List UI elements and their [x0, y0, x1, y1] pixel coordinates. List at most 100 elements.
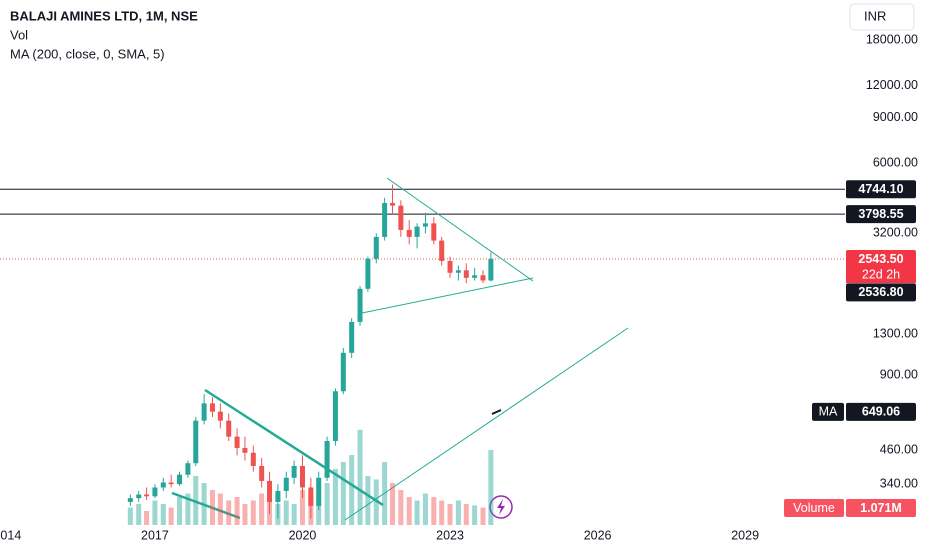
level-label-box: [846, 283, 916, 302]
y-tick-label: 340.00: [880, 476, 918, 490]
volume-last-label: 1.071M: [860, 501, 902, 515]
volume-bar: [127, 507, 133, 525]
candle-body: [127, 498, 133, 502]
volume-bar: [447, 504, 453, 525]
y-tick-label: 9000.00: [873, 110, 918, 124]
volume-bar: [234, 497, 240, 525]
volume-name-box: [784, 499, 844, 517]
candle-body: [455, 270, 461, 273]
last-price-label-box: [846, 250, 916, 269]
x-tick-label: 2026: [584, 528, 612, 542]
candle-body: [217, 411, 223, 421]
volume-bar: [422, 493, 428, 525]
y-tick-label: 12000.00: [866, 78, 918, 92]
y-tick-label: 3200.00: [873, 226, 918, 240]
candle-body: [185, 463, 191, 475]
currency-button[interactable]: [849, 3, 915, 31]
volume-bar: [217, 493, 223, 525]
candle-body: [332, 391, 338, 442]
volume-bar: [136, 504, 142, 525]
candle-body: [177, 474, 183, 485]
y-tick-label: 900.00: [880, 368, 918, 382]
candle-body: [398, 205, 404, 230]
volume-bar: [398, 490, 404, 525]
countdown: 22d 2h: [862, 267, 900, 281]
candle-body: [160, 482, 166, 488]
candle-body: [250, 452, 256, 466]
volume-bar: [193, 476, 199, 525]
candle-body: [267, 480, 273, 502]
volume-bar: [488, 450, 494, 525]
candle-body: [299, 465, 305, 488]
level-label: 2536.80: [858, 285, 903, 299]
candle-body: [291, 465, 297, 478]
last-price-label: 2543.50: [858, 252, 903, 266]
volume-bar: [406, 497, 412, 525]
volume-bar: [160, 504, 166, 525]
chart-title: BALAJI AMINES LTD, 1M, NSE: [10, 8, 198, 23]
ma-name-box: [812, 402, 844, 421]
x-tick-label: 2014: [0, 528, 21, 542]
candle-body: [275, 490, 281, 502]
candle-body: [406, 229, 412, 237]
volume-name: Volume: [793, 501, 835, 515]
volume-bar: [185, 493, 191, 525]
trend-line: [171, 491, 241, 520]
ma-value-label: 649.06: [862, 405, 900, 419]
candle-body: [226, 420, 232, 437]
candle-body: [488, 259, 494, 281]
y-tick-label: 460.00: [880, 443, 918, 457]
volume-bar: [389, 483, 396, 525]
trend-line: [204, 388, 384, 507]
candle-body: [414, 226, 420, 237]
volume-bar: [250, 500, 256, 525]
volume-bar: [340, 462, 346, 525]
candle-body: [193, 420, 199, 464]
volume-bar: [455, 500, 461, 525]
volume-bar: [177, 497, 183, 525]
price-line-label: 4744.10: [858, 182, 903, 196]
y-tick-label: 6000.00: [873, 155, 918, 169]
y-tick-label: 18000.00: [866, 32, 918, 46]
volume-bar: [480, 507, 486, 525]
candle-body: [209, 403, 215, 412]
trend-line: [386, 177, 534, 282]
candle-body: [234, 436, 240, 448]
candle-body: [308, 487, 314, 506]
candle-body: [283, 477, 289, 491]
volume-bar: [152, 500, 158, 525]
candle-body: [144, 494, 150, 497]
volume-bar: [349, 455, 355, 525]
candle-body: [373, 236, 379, 259]
candle-body: [152, 487, 158, 497]
candle-body: [382, 202, 388, 237]
ma-value-label-box: [846, 402, 916, 421]
volume-bar: [316, 500, 322, 525]
candle-body: [340, 352, 346, 392]
volume-bar: [382, 462, 388, 525]
volume-bar: [365, 476, 371, 525]
event-icon-bolt: [497, 499, 505, 515]
volume-bar: [283, 500, 289, 525]
volume-bar: [463, 504, 469, 525]
volume-bar: [373, 479, 379, 525]
currency[interactable]: INR: [864, 8, 886, 23]
volume-bar: [431, 497, 437, 525]
candle-body: [168, 482, 174, 485]
candle-body: [242, 447, 248, 453]
volume-bar: [472, 505, 478, 525]
y-tick-label: 1300.00: [873, 326, 918, 340]
price-line-label-box: [846, 205, 916, 224]
volume-bar: [324, 483, 330, 525]
candle-body: [422, 223, 428, 227]
candle-body: [201, 403, 207, 421]
volume-bar: [357, 429, 363, 525]
legend-entry: MA (200, close, 0, SMA, 5): [10, 46, 165, 61]
candle-body: [480, 275, 486, 281]
candle-body: [447, 260, 453, 273]
ma-tick: [491, 409, 502, 415]
volume-bar: [201, 483, 207, 525]
trend-line: [361, 277, 534, 314]
volume-bar: [168, 507, 174, 525]
